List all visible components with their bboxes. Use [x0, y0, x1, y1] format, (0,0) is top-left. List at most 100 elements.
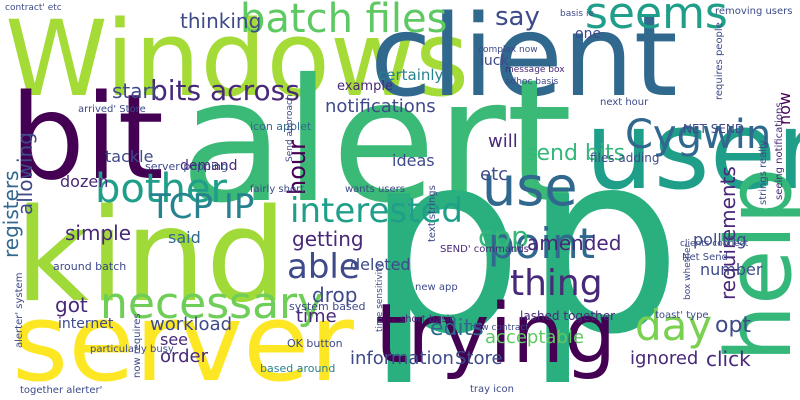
word: Windows	[5, 0, 469, 120]
word: luck	[480, 53, 509, 69]
word: Store	[455, 348, 503, 369]
word: TCP IP	[149, 187, 254, 227]
word: ideas	[392, 151, 435, 170]
word: bit	[10, 68, 164, 206]
word: seems	[585, 0, 728, 39]
word: able	[287, 247, 360, 287]
word: SEND' commands	[440, 244, 529, 255]
word: order	[160, 346, 209, 367]
word: notifications	[325, 96, 436, 117]
word: kind	[15, 182, 287, 331]
word: new contract	[470, 323, 529, 333]
word: see	[160, 330, 188, 349]
word: lashed together	[520, 309, 615, 323]
word: now requires	[132, 313, 143, 378]
word: Cygwin	[625, 112, 771, 158]
word: dozen	[60, 172, 108, 191]
word: new app	[415, 282, 458, 293]
word: deleted	[350, 255, 411, 274]
word: OK button	[287, 337, 343, 350]
word: registers	[0, 170, 23, 258]
word: server popping	[145, 160, 228, 173]
word: use	[482, 155, 578, 218]
word: send bits	[525, 141, 625, 166]
word: got	[55, 293, 88, 317]
word: information	[350, 348, 454, 369]
word: system based	[289, 300, 365, 313]
word: bother	[95, 166, 228, 212]
word: thing	[510, 263, 603, 304]
word: certainly	[378, 66, 444, 84]
word: removing users	[715, 6, 793, 17]
word: simple	[65, 221, 131, 245]
word: say	[495, 2, 540, 32]
word: interested	[290, 191, 463, 231]
word: point	[488, 219, 595, 268]
word: allowing	[13, 132, 37, 215]
word: seeing notifications	[774, 102, 785, 200]
word: necessary	[100, 278, 323, 329]
word: box whether	[683, 243, 693, 300]
word: acceptable	[485, 327, 584, 348]
word: adhoc basis	[505, 77, 559, 87]
word: together alerter'	[20, 385, 102, 396]
word: user	[585, 89, 800, 214]
word: example	[337, 79, 393, 94]
word: trying	[375, 287, 616, 382]
word: ignored	[630, 348, 698, 369]
word: text strings	[427, 185, 438, 242]
word: cpp	[478, 220, 529, 253]
word: start	[112, 79, 159, 103]
word: hour	[283, 140, 311, 195]
word: etc	[480, 164, 508, 185]
word: polling	[693, 230, 747, 249]
word: toast' type	[655, 310, 709, 321]
word: next hour	[600, 97, 649, 108]
word: getting	[292, 227, 364, 251]
word: opt	[715, 313, 751, 338]
word: now	[775, 92, 794, 125]
word: clients connect	[680, 239, 749, 249]
word: Net Send	[682, 252, 728, 263]
word: files adding	[590, 151, 660, 165]
word: one	[575, 26, 601, 42]
word: edits	[430, 316, 484, 341]
word: contract' etc	[5, 3, 62, 13]
word: tray icon	[470, 384, 514, 395]
word: workload	[150, 314, 232, 335]
word: icon applet	[250, 120, 312, 133]
word: day	[635, 301, 712, 350]
word: said	[168, 228, 201, 247]
word: pp	[365, 98, 682, 389]
word: help	[707, 167, 800, 362]
word: message box	[505, 65, 565, 75]
word: will	[488, 131, 518, 152]
word: wants users	[345, 184, 405, 195]
word: bits across	[150, 74, 300, 107]
word: batch files	[240, 0, 447, 42]
word: time	[296, 306, 337, 327]
word: particularly busy	[90, 344, 174, 355]
word: NET SEND	[683, 122, 744, 136]
word: number	[700, 260, 763, 279]
word: around batch	[53, 260, 126, 273]
word: server	[12, 281, 354, 400]
word: drop	[312, 283, 357, 307]
word: client	[370, 0, 678, 122]
word: short basic	[400, 314, 455, 325]
word: amended	[527, 231, 621, 255]
word: requirements	[716, 166, 740, 300]
word: thinking	[180, 9, 261, 33]
word: demand	[180, 158, 237, 174]
word: strings really	[758, 140, 769, 205]
word: Send approach	[285, 94, 295, 162]
word: basis ie	[560, 9, 594, 19]
word: fairly short	[250, 184, 304, 195]
word: time sensitivity	[375, 262, 385, 332]
word: requires people	[714, 22, 725, 100]
word: arrived' Store	[78, 104, 146, 115]
word: complex now	[478, 45, 538, 55]
word: based around	[260, 362, 335, 375]
